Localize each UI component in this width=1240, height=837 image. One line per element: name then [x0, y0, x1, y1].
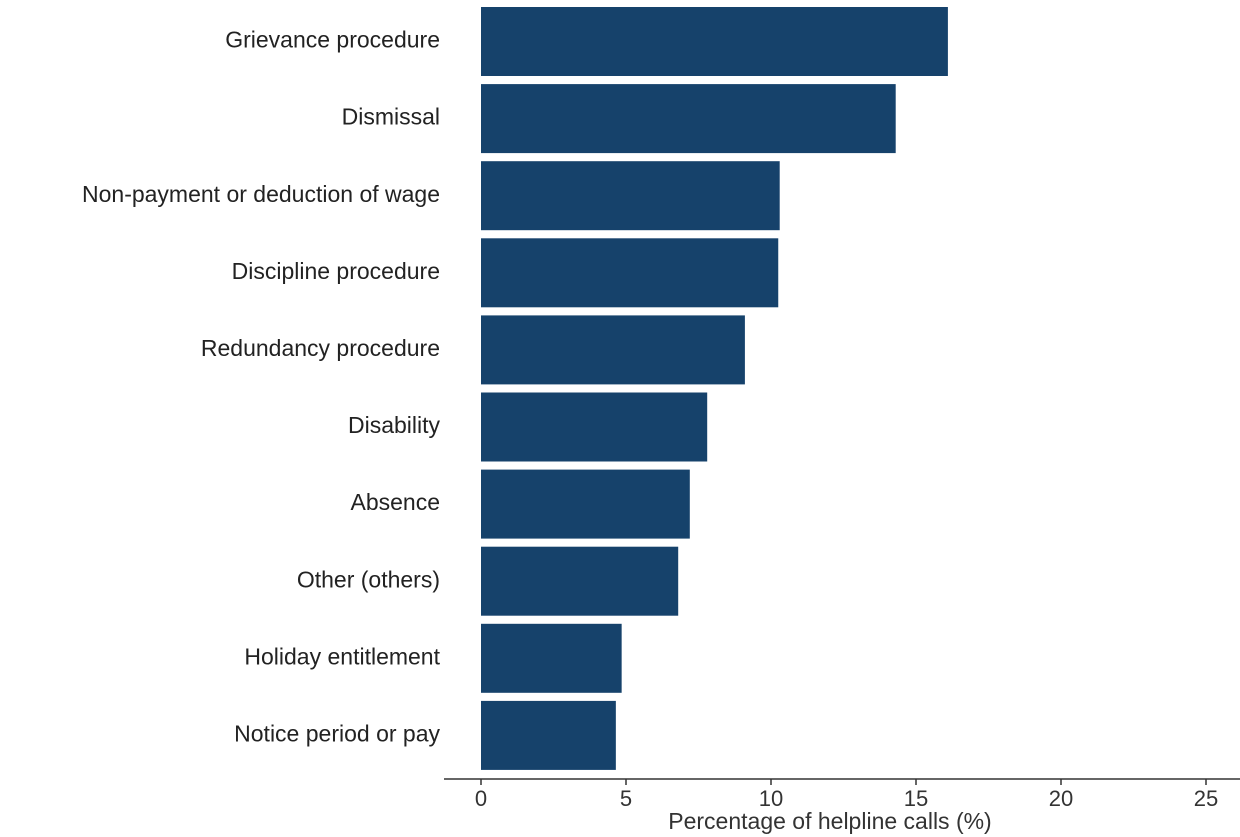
x-axis-label: Percentage of helpline calls (%)	[668, 808, 991, 834]
bar-notice-period-or-pay	[481, 700, 616, 770]
bar-disability	[481, 392, 708, 462]
category-label-grievance-procedure: Grievance procedure	[225, 27, 440, 53]
category-label-dismissal: Dismissal	[342, 104, 440, 130]
x-tick-label-5: 5	[620, 786, 632, 811]
category-label-disability: Disability	[348, 412, 441, 438]
x-tick-label-20: 20	[1049, 786, 1073, 811]
category-label-non-payment-or-deduction-of-wage: Non-payment or deduction of wage	[82, 181, 440, 207]
category-labels: Grievance procedure Dismissal Non-payment …	[82, 27, 441, 747]
bar-other-others	[481, 546, 679, 616]
category-label-notice-period-or-pay: Notice period or pay	[234, 720, 440, 746]
bar-non-payment-or-deduction-of-wage	[481, 161, 780, 231]
bar-dismissal	[481, 84, 896, 154]
x-axis: 0 5 10 15 20 25	[444, 778, 1240, 811]
category-label-absence: Absence	[350, 489, 440, 515]
category-label-holiday-entitlement: Holiday entitlement	[244, 643, 440, 669]
x-tick-label-25: 25	[1194, 786, 1218, 811]
bars-group	[481, 7, 948, 770]
bar-absence	[481, 469, 690, 539]
bar-redundancy-procedure	[481, 315, 745, 385]
x-tick-label-15: 15	[904, 786, 928, 811]
category-label-other-others: Other (others)	[297, 566, 440, 592]
category-label-discipline-procedure: Discipline procedure	[232, 258, 440, 284]
x-tick-label-0: 0	[475, 786, 487, 811]
bar-grievance-procedure	[481, 7, 948, 76]
bar-holiday-entitlement	[481, 623, 622, 693]
category-label-redundancy-procedure: Redundancy procedure	[201, 335, 440, 361]
bar-discipline-procedure	[481, 238, 779, 308]
x-tick-label-10: 10	[759, 786, 783, 811]
